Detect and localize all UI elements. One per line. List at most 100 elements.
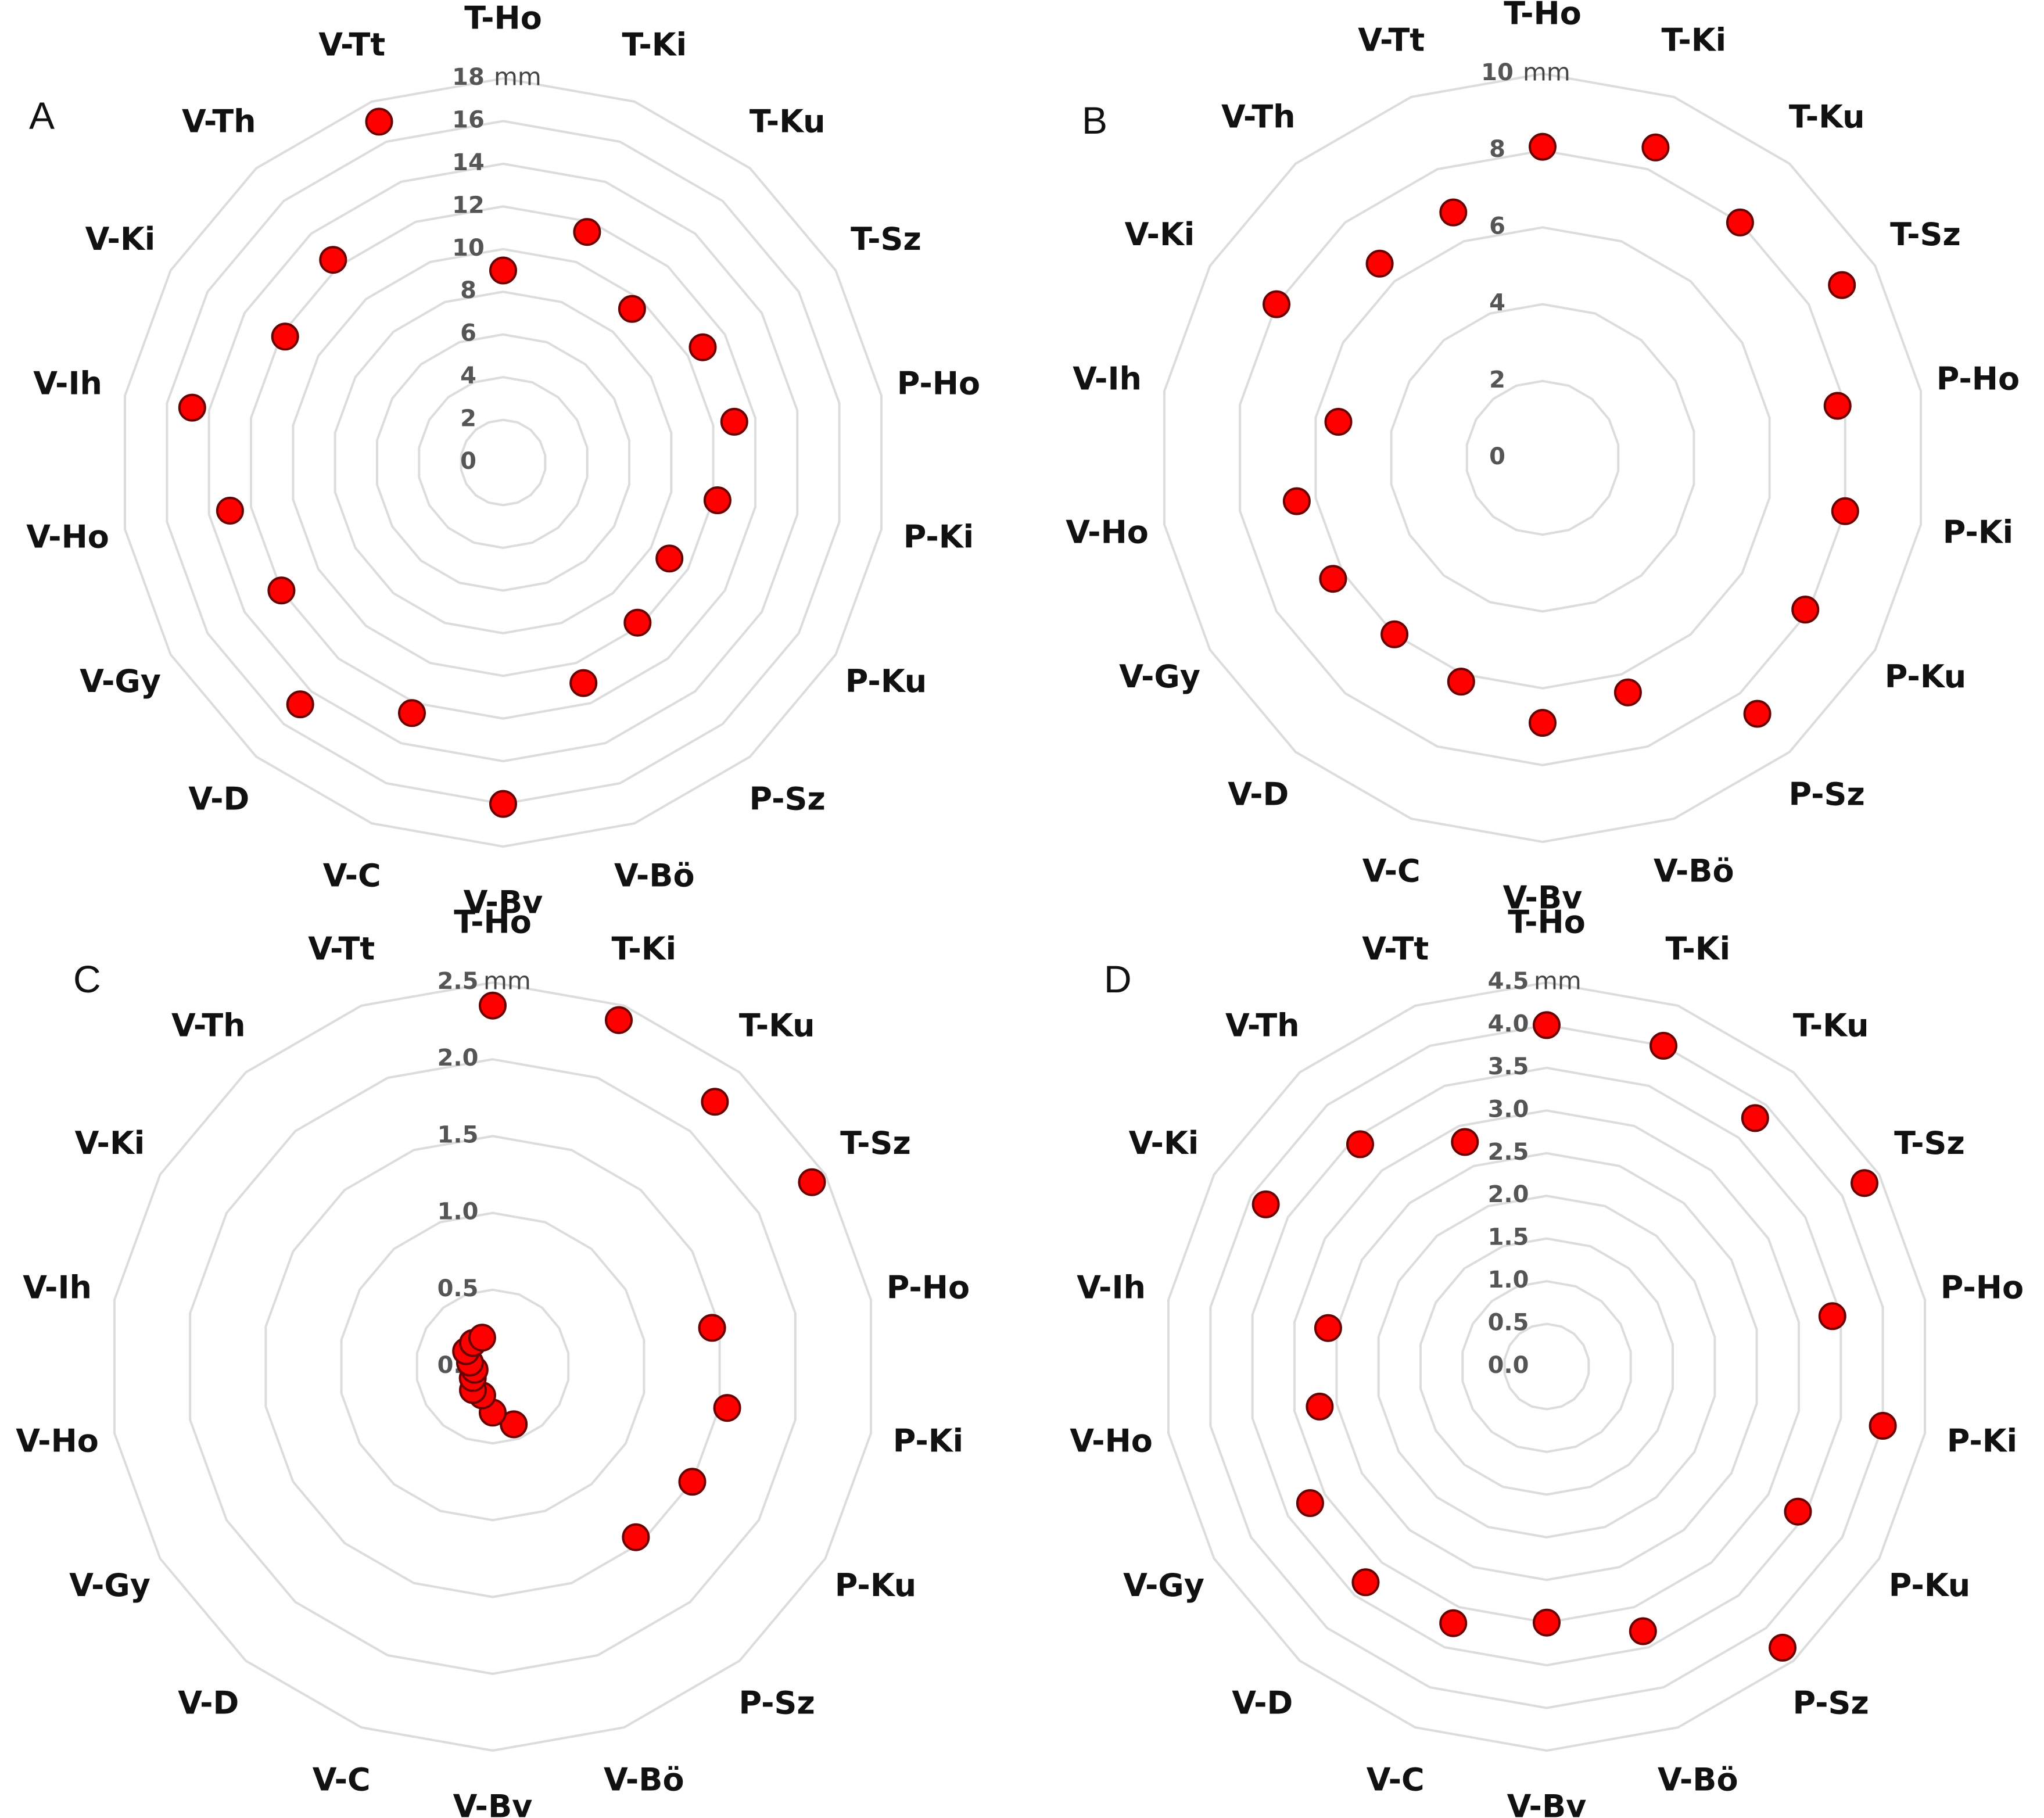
- tick-label-d-8: 4.0: [1488, 1010, 1529, 1037]
- data-point-c-8: [500, 1410, 528, 1439]
- data-point-c-6: [678, 1468, 707, 1496]
- axis-label-b-10: V-C: [1362, 853, 1421, 890]
- data-point-a-12: [267, 576, 296, 605]
- axis-label-d-3: T-Sz: [1894, 1125, 1965, 1161]
- gridline-c-3: [264, 1135, 721, 1598]
- tick-label-a-9: 18: [452, 64, 485, 91]
- tick-label-a-5: 10: [452, 235, 485, 261]
- axis-label-d-6: P-Ku: [1889, 1567, 1970, 1604]
- axis-label-c-3: T-Sz: [840, 1125, 911, 1161]
- gridline-c-1: [415, 1288, 570, 1445]
- axis-label-a-17: V-Tt: [318, 27, 385, 63]
- axis-label-a-12: V-Gy: [80, 663, 161, 700]
- axis-label-a-14: V-Ih: [33, 365, 102, 402]
- axis-label-b-8: V-Bö: [1654, 853, 1734, 890]
- axis-label-c-7: P-Sz: [739, 1685, 815, 1722]
- gridline-c-5: [113, 981, 872, 1752]
- axis-label-a-15: V-Ki: [85, 221, 156, 257]
- data-point-c-4: [698, 1314, 726, 1342]
- tick-label-c-3: 1.5: [438, 1121, 479, 1148]
- tick-label-d-3: 1.5: [1488, 1224, 1529, 1251]
- tick-label-c-4: 2.0: [438, 1045, 479, 1071]
- data-point-b-0: [1529, 132, 1557, 161]
- data-point-a-16: [319, 246, 347, 274]
- axis-label-a-16: V-Th: [182, 103, 256, 140]
- tick-label-c-5: 2.5: [438, 968, 479, 995]
- data-point-a-9: [489, 790, 517, 818]
- data-point-a-5: [703, 486, 731, 514]
- tick-label-d-2: 1.0: [1488, 1267, 1529, 1293]
- axis-label-d-15: V-Ki: [1129, 1125, 1199, 1161]
- data-point-a-14: [178, 393, 206, 422]
- tick-label-b-1: 2: [1489, 367, 1505, 393]
- unit-label-a: mm: [494, 63, 542, 91]
- data-point-c-7: [622, 1523, 650, 1551]
- data-point-d-9: [1533, 1608, 1561, 1637]
- axis-label-d-5: P-Ki: [1947, 1423, 2017, 1460]
- gridline-d-6: [1293, 1109, 1800, 1624]
- panel-letter-b: B: [1082, 99, 1107, 142]
- tick-label-b-5: 10: [1481, 59, 1514, 86]
- axis-label-a-0: T-Ho: [464, 0, 542, 37]
- data-point-a-11: [286, 690, 314, 719]
- data-point-a-17: [365, 107, 393, 136]
- tick-label-c-1: 0.5: [438, 1275, 479, 1302]
- unit-label-d: mm: [1534, 967, 1582, 995]
- axis-label-d-1: T-Ki: [1665, 931, 1730, 967]
- data-point-b-10: [1447, 668, 1475, 696]
- data-point-a-15: [271, 322, 299, 351]
- axis-label-b-15: V-Ki: [1125, 216, 1195, 253]
- data-point-a-2: [618, 295, 646, 323]
- data-point-a-8: [569, 669, 598, 697]
- axis-label-c-9: V-Bv: [453, 1788, 533, 1818]
- data-point-a-3: [688, 333, 717, 361]
- data-point-c-3: [798, 1168, 826, 1196]
- gridline-d-7: [1251, 1066, 1842, 1667]
- panel-letter-a: A: [29, 94, 55, 137]
- data-point-d-7: [1769, 1633, 1796, 1662]
- gridline-b-2: [1390, 303, 1695, 613]
- tick-label-d-9: 4.5: [1488, 968, 1529, 995]
- gridline-d-4: [1377, 1195, 1716, 1539]
- axis-label-c-14: V-Ih: [23, 1270, 92, 1306]
- data-point-a-6: [655, 544, 684, 573]
- axis-label-a-7: P-Sz: [750, 781, 826, 817]
- data-point-b-11: [1380, 620, 1409, 648]
- data-point-d-15: [1251, 1190, 1280, 1218]
- axis-label-a-4: P-Ho: [897, 365, 980, 402]
- data-point-d-16: [1346, 1130, 1374, 1159]
- data-point-b-2: [1726, 208, 1754, 236]
- tick-label-b-0: 0: [1489, 443, 1505, 470]
- tick-label-b-3: 6: [1489, 213, 1505, 239]
- data-point-c-0: [479, 991, 507, 1020]
- tick-label-d-1: 0.5: [1488, 1310, 1529, 1336]
- axis-label-d-12: V-Gy: [1123, 1567, 1204, 1604]
- data-point-d-11: [1351, 1568, 1380, 1597]
- axis-label-a-5: P-Ki: [903, 519, 974, 555]
- axis-label-b-1: T-Ki: [1661, 22, 1726, 59]
- tick-label-a-7: 14: [452, 149, 485, 176]
- tick-label-d-6: 3.0: [1488, 1096, 1529, 1123]
- tick-label-a-8: 16: [452, 106, 485, 133]
- data-point-d-0: [1533, 1011, 1561, 1039]
- axis-label-c-17: V-Tt: [308, 931, 375, 967]
- gridline-b-5: [1163, 72, 1922, 844]
- data-point-d-13: [1306, 1392, 1334, 1421]
- gridline-b-1: [1465, 379, 1620, 536]
- data-point-b-1: [1641, 133, 1670, 162]
- axis-label-d-17: V-Tt: [1362, 931, 1429, 967]
- gridline-a-1: [460, 418, 547, 507]
- axis-label-b-16: V-Th: [1221, 99, 1296, 135]
- tick-label-a-0: 0: [460, 448, 476, 475]
- gridline-b-4: [1239, 149, 1846, 766]
- grid-c: [113, 981, 872, 1752]
- data-point-d-6: [1784, 1497, 1812, 1526]
- axis-label-d-13: V-Ho: [1070, 1423, 1153, 1460]
- axis-label-b-6: P-Ku: [1885, 658, 1966, 695]
- data-point-b-4: [1823, 392, 1852, 420]
- data-point-d-2: [1741, 1104, 1769, 1132]
- axis-label-a-3: T-Sz: [851, 221, 921, 257]
- axis-label-b-3: T-Sz: [1890, 216, 1961, 253]
- axis-label-d-8: V-Bö: [1658, 1762, 1738, 1798]
